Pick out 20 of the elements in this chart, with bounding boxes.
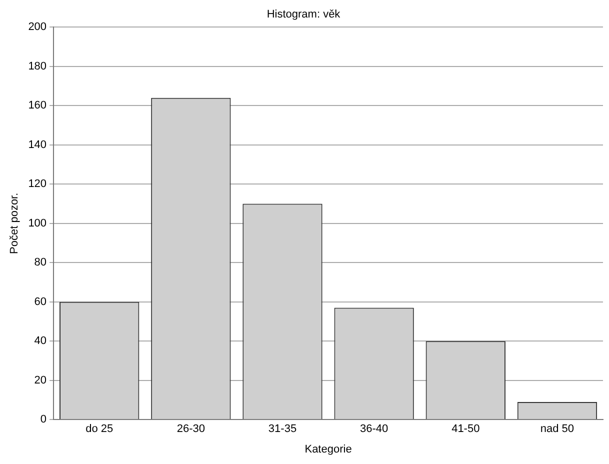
x-tick-label: 26-30 (176, 423, 205, 436)
y-tick-label: 200 (28, 21, 47, 34)
chart-title: Histogram: věk (266, 8, 341, 21)
x-tick-label: 36-40 (360, 423, 388, 436)
x-tick-label: 31-35 (268, 423, 297, 436)
y-tick-label: 140 (28, 138, 47, 151)
x-tick-label: nad 50 (540, 423, 574, 436)
y-tick-label: 60 (34, 296, 47, 308)
y-tick-label: 100 (28, 217, 47, 230)
y-tick-label: 20 (34, 374, 47, 386)
y-tick-label: 80 (34, 256, 47, 269)
x-axis-title: Kategorie (304, 443, 352, 456)
y-tick-label: 0 (40, 414, 47, 426)
y-tick-label: 120 (28, 178, 47, 190)
y-axis-title: Počet pozor. (8, 192, 21, 254)
y-tick-label: 40 (34, 335, 47, 348)
x-tick-label: 41-50 (452, 423, 480, 436)
x-tick-label: do 25 (86, 423, 114, 436)
y-tick-label: 160 (28, 100, 47, 112)
y-tick-label: 180 (28, 60, 47, 72)
